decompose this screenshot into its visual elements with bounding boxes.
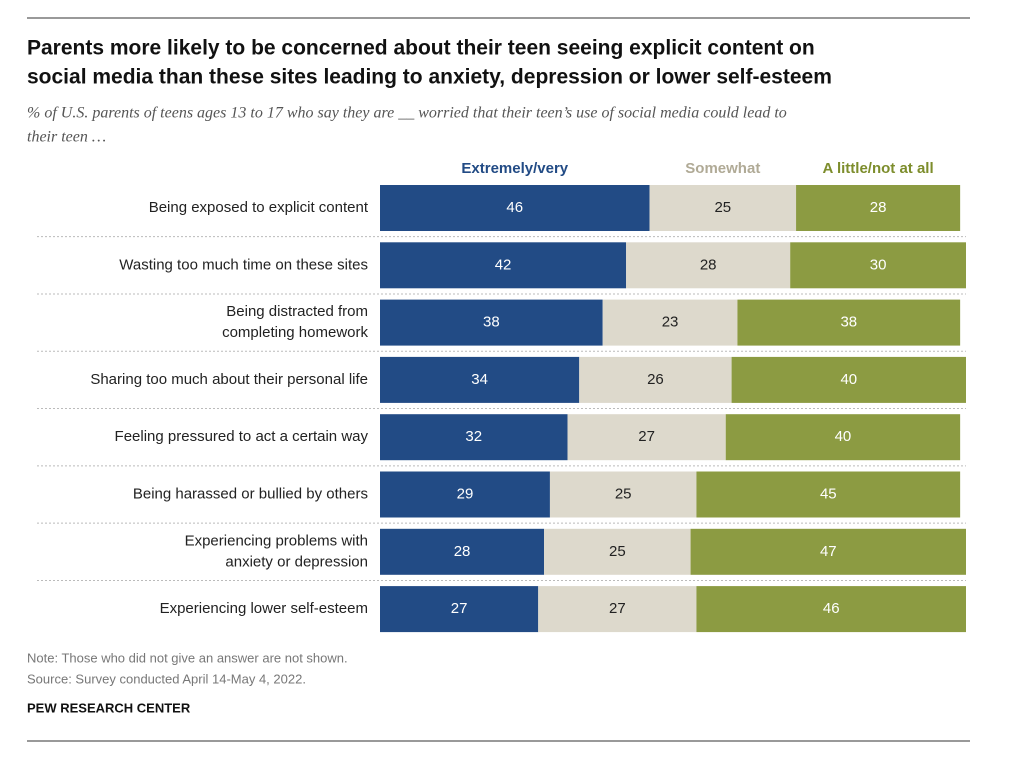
bar-segment [602, 299, 738, 346]
category-label: Being distracted from [226, 303, 368, 320]
bar-segment [649, 185, 797, 231]
bar-segment [380, 528, 545, 575]
value-label: 47 [820, 543, 837, 560]
value-label: 25 [609, 543, 626, 560]
value-label: 32 [465, 428, 482, 445]
value-label: 29 [457, 485, 474, 502]
bar-segment [380, 242, 627, 289]
bar-segment [731, 356, 966, 403]
brand: PEW RESEARCH CENTER [27, 700, 191, 715]
value-label: 28 [454, 543, 471, 560]
legend-label: Somewhat [685, 160, 760, 177]
category-label: anxiety or depression [225, 553, 368, 570]
value-label: 40 [840, 371, 857, 388]
category-label: completing homework [222, 324, 368, 341]
value-label: 40 [835, 428, 852, 445]
value-label: 26 [647, 371, 664, 388]
bar-segment [790, 242, 966, 289]
bar-segment [544, 528, 691, 575]
bar-segment [725, 414, 961, 461]
value-label: 38 [840, 314, 857, 331]
bar-segment [737, 299, 961, 346]
value-label: 27 [609, 600, 626, 617]
bar-segment [696, 586, 966, 633]
bar-segment [549, 471, 697, 518]
category-label: Feeling pressured to act a certain way [115, 428, 369, 445]
chart-subtitle: % of U.S. parents of teens ages 13 to 17… [27, 105, 787, 122]
bar-segment [380, 299, 603, 346]
bar-segment [380, 414, 568, 461]
category-label: Experiencing lower self-esteem [160, 600, 368, 617]
value-label: 42 [495, 256, 512, 273]
category-label: Being harassed or bullied by others [133, 485, 368, 502]
category-label: Wasting too much time on these sites [119, 256, 368, 273]
bar-segment [796, 185, 961, 231]
value-label: 46 [506, 199, 523, 216]
bar-segment [696, 471, 961, 518]
value-label: 38 [483, 314, 500, 331]
value-label: 25 [615, 485, 632, 502]
value-label: 27 [638, 428, 655, 445]
value-label: 28 [870, 199, 887, 216]
category-label: Experiencing problems with [185, 532, 368, 549]
category-label: Sharing too much about their personal li… [90, 371, 368, 388]
bar-segment [626, 242, 791, 289]
value-label: 30 [870, 256, 887, 273]
chart-subtitle: their teen … [27, 129, 106, 146]
bar-segment [380, 356, 580, 403]
value-label: 27 [451, 600, 468, 617]
source: Source: Survey conducted April 14-May 4,… [27, 671, 306, 686]
bar-segment [538, 586, 697, 633]
bar-segment [380, 586, 539, 633]
value-label: 34 [471, 371, 488, 388]
legend-label: Extremely/very [461, 160, 568, 177]
chart-title: Parents more likely to be concerned abou… [27, 37, 815, 60]
value-label: 25 [714, 199, 731, 216]
bar-segment [380, 185, 650, 231]
value-label: 45 [820, 485, 837, 502]
note: Note: Those who did not give an answer a… [27, 650, 348, 665]
legend-label: A little/not at all [823, 160, 934, 177]
bar-segment [690, 528, 966, 575]
value-label: 28 [700, 256, 717, 273]
value-label: 23 [662, 314, 679, 331]
value-label: 46 [823, 600, 840, 617]
chart-title: social media than these sites leading to… [27, 66, 832, 89]
category-label: Being exposed to explicit content [149, 199, 369, 216]
bar-segment [380, 471, 550, 518]
bar-segment [567, 414, 726, 461]
bar-segment [579, 356, 732, 403]
